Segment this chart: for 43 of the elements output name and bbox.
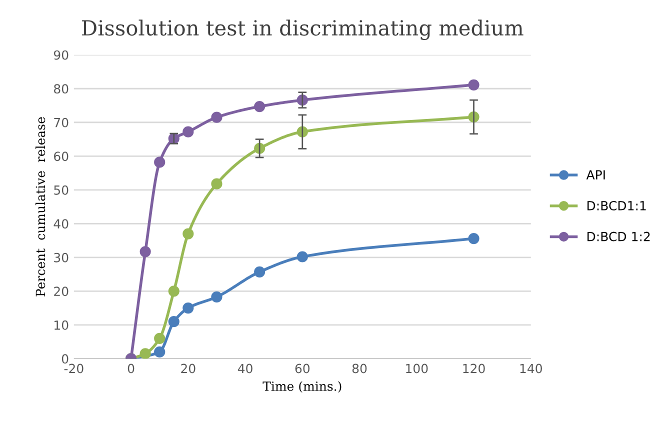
y-tick-label: 20 [54,286,68,296]
y-axis-title: Percent cumulative release [36,117,46,296]
x-tick-label: 0 [128,364,134,374]
point [254,100,266,112]
point [296,251,308,262]
point [211,178,222,190]
point [211,112,222,123]
point [154,156,166,168]
x-tick-label: -20 [64,364,84,374]
legend-label: D:BCD1:1 [587,200,646,210]
point [211,291,222,302]
point [154,332,166,344]
point [468,79,480,90]
x-tick-label: 140 [520,364,542,374]
x-tick-label: 120 [463,364,485,374]
y-tick-label: 40 [54,219,68,229]
y-tick-label: 90 [54,50,68,60]
y-tick-label: 0 [62,354,68,364]
point [168,286,180,297]
x-tick-label: 80 [352,364,367,374]
point [254,266,266,278]
point [168,316,180,328]
x-tick-label: 60 [295,364,310,374]
point [468,232,480,244]
x-tick-label: 20 [181,364,196,374]
point [182,228,194,240]
legend-label: D:BCD 1:2 [587,232,650,242]
x-tick-label: 100 [406,364,428,374]
point [140,246,151,258]
y-tick-label: 70 [54,118,68,128]
x-axis-title: Time (mins.) [262,381,342,393]
point [154,346,166,358]
x-tick-label: 40 [238,364,252,374]
chart-title: Dissolution test in discriminating medium [82,20,524,40]
y-tick-label: 30 [54,252,68,262]
y-tick-label: 60 [54,152,68,162]
point [182,302,194,314]
legend-label: API [586,170,605,180]
point [182,126,194,138]
y-tick-label: 50 [54,185,68,195]
point [140,348,151,359]
y-tick-label: 80 [54,84,68,94]
y-tick-label: 10 [54,320,68,330]
